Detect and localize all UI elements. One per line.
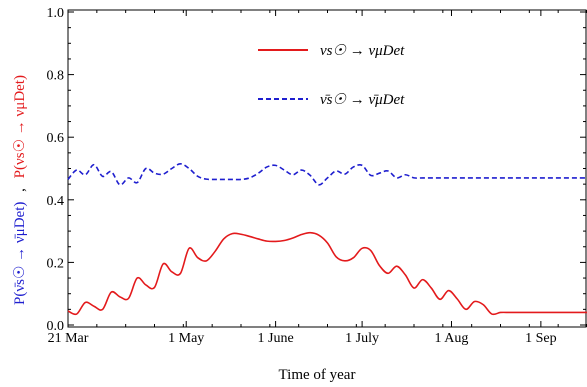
y-tick-label: 0.8 bbox=[47, 69, 65, 84]
y-axis-ticks: 0.00.20.40.60.81.0 bbox=[47, 6, 587, 334]
y-tick-label: 0.2 bbox=[47, 256, 65, 271]
y-axis-label-red: P(νs☉ → νμDet) bbox=[12, 75, 28, 178]
legend-label-red: νs☉ → νμDet bbox=[320, 43, 405, 59]
y-axis-label-blue: P(ν̄s☉ → ν̄μDet) bbox=[12, 202, 28, 305]
x-tick-label: 1 Sep bbox=[525, 331, 557, 346]
x-tick-label: 1 Aug bbox=[435, 331, 469, 346]
series-group bbox=[68, 164, 587, 315]
x-axis-label: Time of year bbox=[279, 367, 356, 383]
legend: νs☉ → νμDet ν̄s☉ → ν̄μDet bbox=[258, 43, 405, 108]
x-tick-label: 1 May bbox=[168, 331, 204, 346]
y-tick-label: 0.6 bbox=[47, 131, 65, 146]
svg-text:P(ν̄s☉ → ν̄μDet) ,: P(ν̄s☉ → ν̄μDet) , P(νs☉ → νμDet) bbox=[12, 75, 28, 305]
legend-label-blue: ν̄s☉ → ν̄μDet bbox=[320, 92, 405, 108]
x-tick-label: 21 Mar bbox=[48, 331, 89, 346]
y-tick-label: 0.4 bbox=[47, 194, 65, 209]
y-tick-label: 1.0 bbox=[47, 6, 65, 21]
series-line-antineutrino bbox=[68, 164, 587, 185]
x-tick-label: 1 June bbox=[258, 331, 294, 346]
y-axis-label-separator: , bbox=[12, 188, 28, 192]
x-tick-label: 1 July bbox=[345, 331, 379, 346]
series-line-neutrino bbox=[68, 233, 587, 315]
y-axis-label: P(ν̄s☉ → ν̄μDet) , P(νs☉ → νμDet) bbox=[12, 75, 28, 305]
